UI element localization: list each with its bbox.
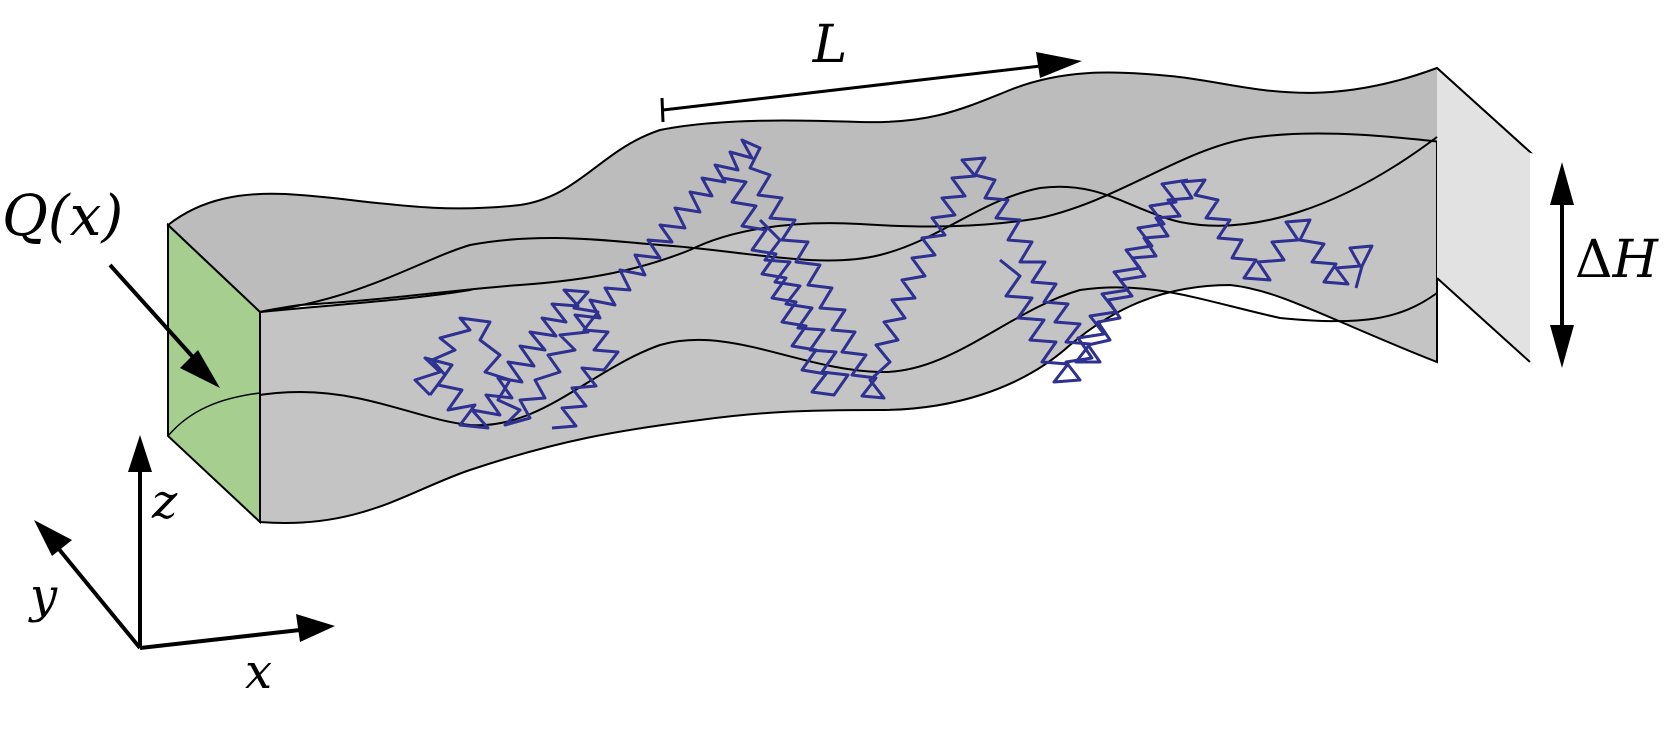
inlet-contour <box>167 392 261 437</box>
axis-y-label: y <box>28 568 58 624</box>
height-label-h: H <box>1612 230 1660 290</box>
axis-z-arrowhead <box>128 435 152 472</box>
particle-trajectory-cluster-mid <box>721 176 850 397</box>
height-label-delta: Δ <box>1575 230 1613 290</box>
height-arrowhead-down <box>1550 325 1574 368</box>
axis-x-arrowhead <box>296 614 335 642</box>
period-arrow <box>662 60 1076 112</box>
channel-inlet-face <box>167 222 261 525</box>
outlet-diagonal-bottom <box>1436 277 1531 363</box>
channel-contour-upper <box>259 136 1438 313</box>
axis-y-line <box>56 546 142 650</box>
particle-trajectory <box>428 138 1374 427</box>
axis-y-arrowhead <box>34 520 72 556</box>
channel-contour-lower <box>167 286 1438 437</box>
particle-trajectory-cluster-start <box>413 288 620 430</box>
height-arrowhead-up <box>1550 162 1574 205</box>
particle-trajectory-cluster-end <box>999 178 1189 384</box>
period-label: L <box>812 15 848 75</box>
outlet-diagonal-top <box>1436 67 1531 153</box>
channel-outlet-face <box>1437 68 1530 362</box>
flux-arrowhead <box>180 350 220 388</box>
axis-x-label: x <box>245 644 272 700</box>
flux-arrow-line <box>108 263 202 367</box>
flux-label: Q(x) <box>2 184 123 249</box>
height-label: ΔH <box>1575 230 1660 290</box>
axis-x-line <box>139 628 301 650</box>
period-tick <box>660 97 665 123</box>
axis-z-label: z <box>151 474 178 530</box>
period-arrowhead <box>1036 52 1082 78</box>
